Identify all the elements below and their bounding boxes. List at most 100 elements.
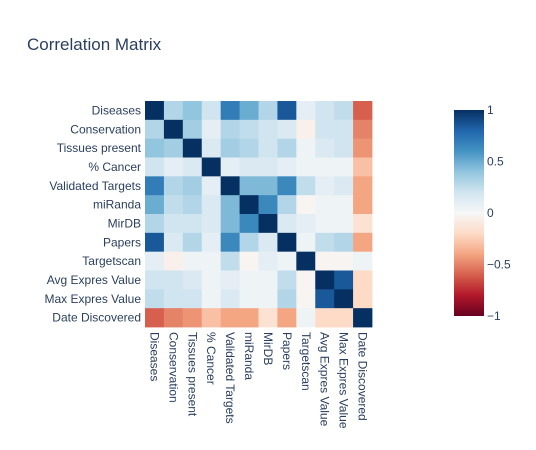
- heatmap-cell: [353, 270, 373, 290]
- heatmap-cell: [353, 119, 373, 140]
- heatmap-cell: [334, 232, 354, 253]
- heatmap-cell: [296, 101, 316, 121]
- heatmap-cell: [334, 251, 354, 271]
- heatmap-cell: [258, 251, 278, 271]
- heatmap-cell: [353, 101, 373, 121]
- y-tick-label: Papers: [103, 235, 141, 249]
- heatmap-cell: [315, 308, 335, 328]
- x-tick-label: Papers: [280, 332, 294, 370]
- heatmap-cell: [145, 214, 165, 234]
- heatmap-cell: [315, 270, 335, 290]
- heatmap-cell: [258, 308, 278, 328]
- heatmap-cell: [315, 157, 335, 177]
- heatmap-cell: [258, 195, 278, 215]
- heatmap-cell: [258, 176, 278, 196]
- colorbar: [454, 110, 484, 316]
- colorbar-tick-label: 1: [487, 103, 494, 117]
- heatmap-cell: [334, 138, 354, 158]
- heatmap-cell: [315, 119, 335, 140]
- heatmap-cell: [220, 195, 240, 215]
- heatmap-cell: [315, 214, 335, 234]
- heatmap-cell: [296, 157, 316, 177]
- heatmap-cell: [277, 270, 297, 290]
- heatmap-cell: [201, 176, 222, 196]
- heatmap-cell: [182, 101, 203, 121]
- heatmap-cell: [353, 251, 373, 271]
- heatmap-cell: [163, 232, 184, 253]
- heatmap-cell: [145, 270, 165, 290]
- heatmap-cell: [145, 101, 165, 121]
- heatmap-cell: [201, 289, 222, 309]
- heatmap-cell: [163, 119, 184, 140]
- colorbar-tick-labels: 1 0.5 0 −0.5 −1: [487, 103, 511, 323]
- heatmap-cell: [258, 232, 278, 253]
- heatmap-cell: [220, 119, 240, 140]
- heatmap-cell: [296, 138, 316, 158]
- heatmap-cell: [315, 176, 335, 196]
- heatmap-cell: [334, 101, 354, 121]
- heatmap-cell: [163, 157, 184, 177]
- y-tick-label: miRanda: [93, 198, 141, 212]
- y-tick-label: Targetscan: [82, 254, 141, 268]
- heatmap-cell: [163, 214, 184, 234]
- heatmap-cell: [201, 195, 222, 215]
- colorbar-tick-label: −0.5: [487, 258, 511, 272]
- heatmap-cell: [296, 176, 316, 196]
- heatmap-cell: [353, 176, 373, 196]
- x-tick-label: % Cancer: [204, 332, 218, 385]
- heatmap-cell: [163, 101, 184, 121]
- heatmap-cell: [334, 270, 354, 290]
- heatmap-cell: [277, 289, 297, 309]
- x-tick-label: miRanda: [242, 332, 256, 380]
- heatmap-cell: [315, 251, 335, 271]
- heatmap-cell: [296, 270, 316, 290]
- heatmap-cell: [315, 138, 335, 158]
- heatmap-cell: [145, 308, 165, 328]
- x-tick-label: Avg Expres Value: [318, 332, 332, 427]
- heatmap-cell: [239, 308, 259, 328]
- x-axis-tick-labels: Diseases Conservation Tissues present % Can…: [147, 332, 369, 429]
- heatmap-cell: [239, 251, 259, 271]
- heatmap-cell: [220, 138, 240, 158]
- colorbar-tick-label: −1: [487, 309, 501, 323]
- heatmap-cell: [201, 101, 222, 121]
- heatmap-cell: [220, 251, 240, 271]
- heatmap-cell: [258, 101, 278, 121]
- heatmap-cell: [182, 308, 203, 328]
- heatmap-cell: [145, 157, 165, 177]
- heatmap-cell: [220, 232, 240, 253]
- heatmap-cell: [277, 195, 297, 215]
- heatmap-cell: [315, 232, 335, 253]
- heatmap-cell: [334, 119, 354, 140]
- x-tick-label: Max Expres Value: [337, 332, 351, 429]
- x-tick-label: Diseases: [147, 332, 161, 381]
- heatmap-cell: [296, 119, 316, 140]
- heatmap-cells: [145, 101, 373, 328]
- heatmap-cell: [258, 119, 278, 140]
- heatmap-cell: [277, 101, 297, 121]
- heatmap-cell: [145, 195, 165, 215]
- y-tick-label: Max Expres Value: [45, 292, 142, 306]
- heatmap-cell: [296, 214, 316, 234]
- heatmap-cell: [353, 289, 373, 309]
- heatmap-cell: [182, 157, 203, 177]
- heatmap-cell: [296, 251, 316, 271]
- heatmap-cell: [163, 251, 184, 271]
- heatmap-cell: [163, 289, 184, 309]
- y-tick-label: Avg Expres Value: [47, 273, 142, 287]
- heatmap-cell: [239, 195, 259, 215]
- heatmap-cell: [315, 195, 335, 215]
- heatmap-cell: [201, 308, 222, 328]
- heatmap-cell: [201, 232, 222, 253]
- heatmap-cell: [258, 157, 278, 177]
- heatmap-cell: [353, 195, 373, 215]
- y-tick-label: MirDB: [108, 216, 141, 230]
- heatmap-cell: [353, 138, 373, 158]
- heatmap-cell: [182, 232, 203, 253]
- x-tick-label: Conservation: [166, 332, 180, 403]
- heatmap-cell: [220, 270, 240, 290]
- heatmap-cell: [353, 157, 373, 177]
- heatmap-cell: [258, 270, 278, 290]
- heatmap-cell: [201, 270, 222, 290]
- heatmap-cell: [201, 251, 222, 271]
